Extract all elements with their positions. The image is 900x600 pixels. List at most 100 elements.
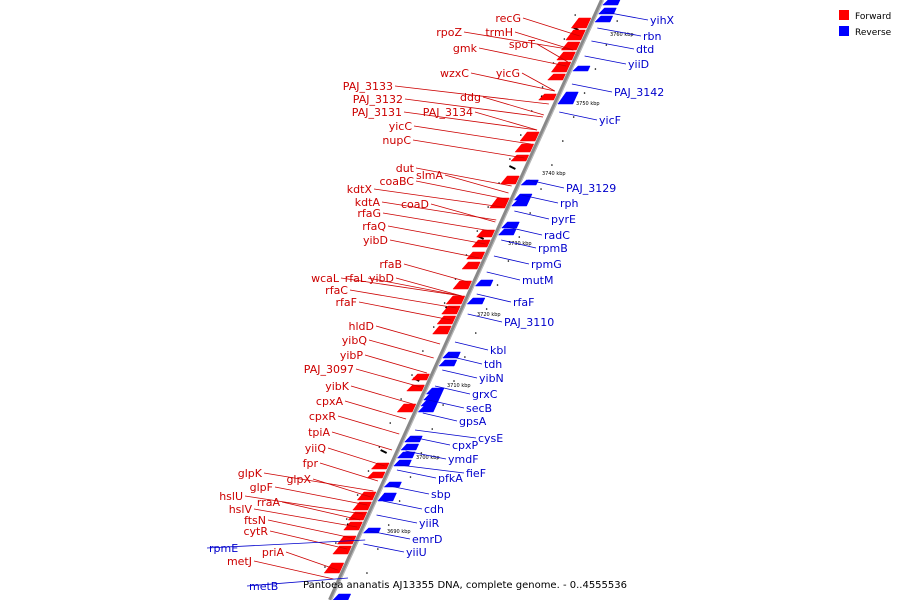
forward-gene-leader	[395, 277, 462, 297]
axis-dot	[563, 38, 566, 40]
forward-gene-leader	[319, 462, 379, 482]
forward-gene-leader	[285, 551, 338, 571]
reverse-gene-leader	[369, 530, 411, 540]
scale-tick-label: 3720 kbp	[477, 312, 501, 318]
reverse-gene-leader	[476, 293, 512, 303]
legend-reverse-label: Reverse	[855, 28, 892, 38]
reverse-gene-label: rbn	[643, 30, 662, 43]
forward-gene-leader	[394, 85, 549, 105]
axis-dot	[594, 68, 597, 70]
axis-dot	[572, 116, 575, 118]
reverse-gene-leader	[507, 226, 543, 236]
axis-dot	[324, 566, 326, 568]
axis-dot	[541, 86, 544, 88]
forward-gene-leader	[536, 43, 569, 63]
reverse-gene-label: PAJ_3110	[504, 316, 554, 329]
forward-gene-leader	[364, 354, 428, 374]
forward-gene-leader	[367, 277, 462, 297]
reverse-gene-label: ymdF	[448, 453, 479, 466]
forward-gene-label: yicG	[496, 67, 520, 80]
forward-gene-leader	[521, 72, 555, 92]
reverse-gene-leader	[411, 436, 451, 446]
reverse-gene-leader	[206, 539, 366, 549]
reverse-gene-block	[497, 228, 517, 236]
reverse-gene-leader	[559, 111, 598, 121]
reverse-gene-label: yiiD	[628, 58, 649, 71]
reverse-gene-leader	[467, 313, 503, 323]
axis-dot	[356, 494, 359, 496]
reverse-gene-block	[474, 279, 494, 287]
forward-gene-label: wcaL	[311, 272, 340, 285]
forward-gene-leader	[430, 203, 496, 223]
reverse-gene-leader	[376, 514, 418, 524]
forward-gene-label: yiiQ	[305, 442, 327, 455]
reverse-gene-label: fieF	[466, 467, 486, 480]
forward-gene-leader	[474, 111, 538, 131]
forward-gene-label: yibD	[369, 272, 394, 285]
reverse-gene-label: PAJ_3142	[614, 86, 664, 99]
forward-gene-block	[461, 261, 481, 270]
forward-gene-leader	[269, 530, 348, 550]
reverse-gene-block	[466, 297, 486, 305]
reverse-gene-leader	[493, 255, 530, 265]
forward-gene-label: yibK	[325, 380, 350, 393]
forward-gene-leader	[331, 431, 393, 451]
forward-gene-leader	[463, 31, 574, 51]
reverse-gene-label: secB	[466, 402, 492, 415]
forward-gene-leader	[514, 31, 574, 51]
forward-gene-leader	[344, 400, 407, 420]
forward-gene-label: rfaQ	[362, 220, 386, 233]
axis-dot	[616, 20, 618, 22]
reverse-gene-block	[511, 199, 530, 207]
forward-gene-leader	[274, 486, 368, 506]
reverse-gene-leader	[389, 485, 430, 495]
reverse-gene-block	[598, 7, 617, 15]
axis-dot	[509, 158, 511, 160]
genome-caption: Pantoea ananatis AJ13355 DNA, complete g…	[303, 580, 627, 591]
forward-gene-block	[366, 471, 386, 479]
axis-dot	[367, 470, 370, 472]
reverse-gene-leader	[363, 543, 405, 553]
forward-gene-label: coaBC	[379, 175, 414, 188]
forward-gene-label: wzxC	[440, 67, 469, 80]
forward-gene-block	[396, 403, 417, 413]
reverse-gene-block	[557, 91, 579, 105]
axis-dot	[507, 260, 510, 262]
legend-forward-swatch	[839, 10, 849, 20]
forward-gene-label: recG	[495, 12, 521, 25]
forward-gene-label: cytR	[243, 525, 268, 538]
reverse-gene-block	[396, 451, 416, 459]
axis-dot	[366, 572, 368, 574]
forward-gene-block	[556, 51, 576, 61]
forward-gene-leader	[382, 212, 492, 232]
reverse-gene-label: radC	[544, 229, 570, 242]
reverse-gene-leader	[246, 577, 349, 587]
reverse-gene-block	[425, 387, 445, 395]
forward-gene-block	[500, 175, 520, 185]
forward-gene-label: PAJ_3134	[423, 106, 473, 119]
forward-gene-block	[519, 131, 540, 142]
axis-dot	[518, 236, 521, 238]
reverse-gene-leader	[591, 40, 635, 50]
reverse-gene-leader	[405, 450, 447, 460]
reverse-gene-label: mutM	[522, 274, 554, 287]
forward-gene-leader	[253, 560, 334, 580]
scale-tick-mark	[380, 449, 388, 454]
forward-gene-label: glpF	[250, 481, 273, 494]
forward-gene-label: hldD	[349, 320, 374, 333]
reverse-gene-label: rph	[560, 197, 579, 210]
reverse-gene-label: metB	[249, 580, 278, 593]
axis-dot	[476, 230, 479, 232]
forward-gene-label: PAJ_3097	[304, 363, 354, 376]
forward-gene-leader	[263, 472, 374, 492]
forward-gene-label: rraA	[257, 496, 281, 509]
reverse-gene-block	[602, 0, 621, 6]
axis-dot	[540, 188, 542, 190]
forward-gene-leader	[358, 301, 452, 321]
reverse-gene-label: kbl	[490, 344, 506, 357]
reverse-gene-block	[377, 492, 397, 502]
forward-gene-leader	[412, 139, 525, 159]
forward-gene-block	[323, 562, 345, 574]
axis-dot	[574, 14, 576, 16]
